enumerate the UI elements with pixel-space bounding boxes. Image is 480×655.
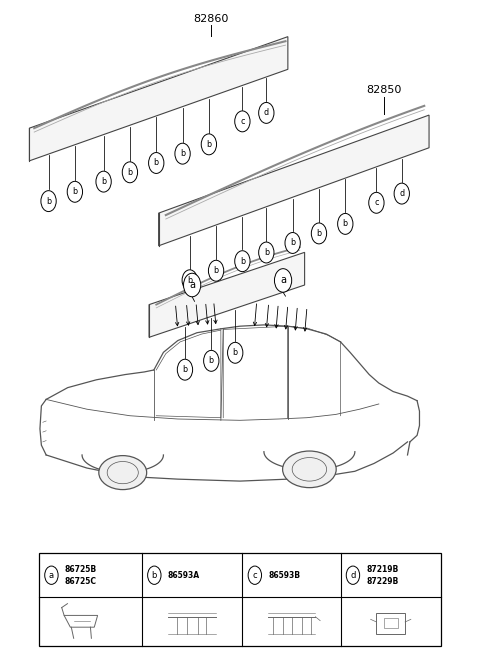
Circle shape	[259, 102, 274, 123]
Text: b: b	[214, 266, 218, 275]
Bar	[384, 618, 398, 629]
Circle shape	[148, 566, 161, 584]
Circle shape	[228, 343, 243, 364]
Ellipse shape	[99, 456, 147, 489]
Ellipse shape	[283, 451, 336, 487]
Circle shape	[208, 260, 224, 281]
Text: 86593B: 86593B	[268, 571, 300, 580]
Text: d: d	[264, 108, 269, 117]
Text: b: b	[209, 356, 214, 365]
Text: d: d	[350, 571, 356, 580]
Circle shape	[177, 359, 192, 380]
Text: a: a	[280, 276, 286, 286]
Text: d: d	[399, 189, 404, 198]
Circle shape	[67, 181, 83, 202]
Text: b: b	[152, 571, 157, 580]
Text: c: c	[252, 571, 257, 580]
Circle shape	[346, 566, 360, 584]
Circle shape	[235, 111, 250, 132]
Circle shape	[175, 143, 190, 164]
Polygon shape	[29, 37, 288, 161]
Circle shape	[394, 183, 409, 204]
Text: b: b	[154, 159, 159, 168]
Text: 86725C: 86725C	[65, 577, 97, 586]
Polygon shape	[158, 115, 429, 246]
Text: 87219B: 87219B	[366, 565, 398, 574]
Circle shape	[248, 566, 262, 584]
Text: b: b	[182, 365, 188, 374]
Text: b: b	[187, 276, 192, 285]
Circle shape	[275, 269, 292, 292]
Circle shape	[182, 270, 197, 291]
Circle shape	[45, 566, 58, 584]
Text: b: b	[127, 168, 132, 177]
Text: 87229B: 87229B	[366, 577, 398, 586]
Text: 82850: 82850	[366, 85, 401, 96]
Text: b: b	[343, 219, 348, 229]
Bar	[39, 553, 441, 646]
Circle shape	[149, 153, 164, 174]
Bar	[376, 613, 405, 634]
Text: b: b	[264, 248, 269, 257]
Text: a: a	[49, 571, 54, 580]
Text: b: b	[72, 187, 77, 196]
Text: 86725B: 86725B	[65, 565, 97, 574]
Text: a: a	[189, 280, 195, 290]
Text: b: b	[101, 177, 106, 186]
Circle shape	[183, 273, 201, 297]
Text: c: c	[374, 198, 379, 207]
Text: 82860: 82860	[193, 14, 229, 24]
Text: b: b	[206, 140, 212, 149]
Text: b: b	[240, 257, 245, 266]
Text: b: b	[180, 149, 185, 158]
Circle shape	[204, 350, 219, 371]
Text: b: b	[290, 238, 295, 248]
Circle shape	[259, 242, 274, 263]
Circle shape	[201, 134, 216, 155]
Circle shape	[41, 191, 56, 212]
Circle shape	[369, 193, 384, 214]
Circle shape	[312, 223, 326, 244]
Text: b: b	[233, 348, 238, 357]
Circle shape	[235, 251, 250, 272]
Text: b: b	[46, 196, 51, 206]
Text: b: b	[316, 229, 322, 238]
Circle shape	[96, 171, 111, 192]
Circle shape	[122, 162, 138, 183]
Text: c: c	[240, 117, 245, 126]
Circle shape	[285, 233, 300, 253]
Text: 86593A: 86593A	[168, 571, 200, 580]
Polygon shape	[149, 252, 305, 337]
Circle shape	[337, 214, 353, 234]
